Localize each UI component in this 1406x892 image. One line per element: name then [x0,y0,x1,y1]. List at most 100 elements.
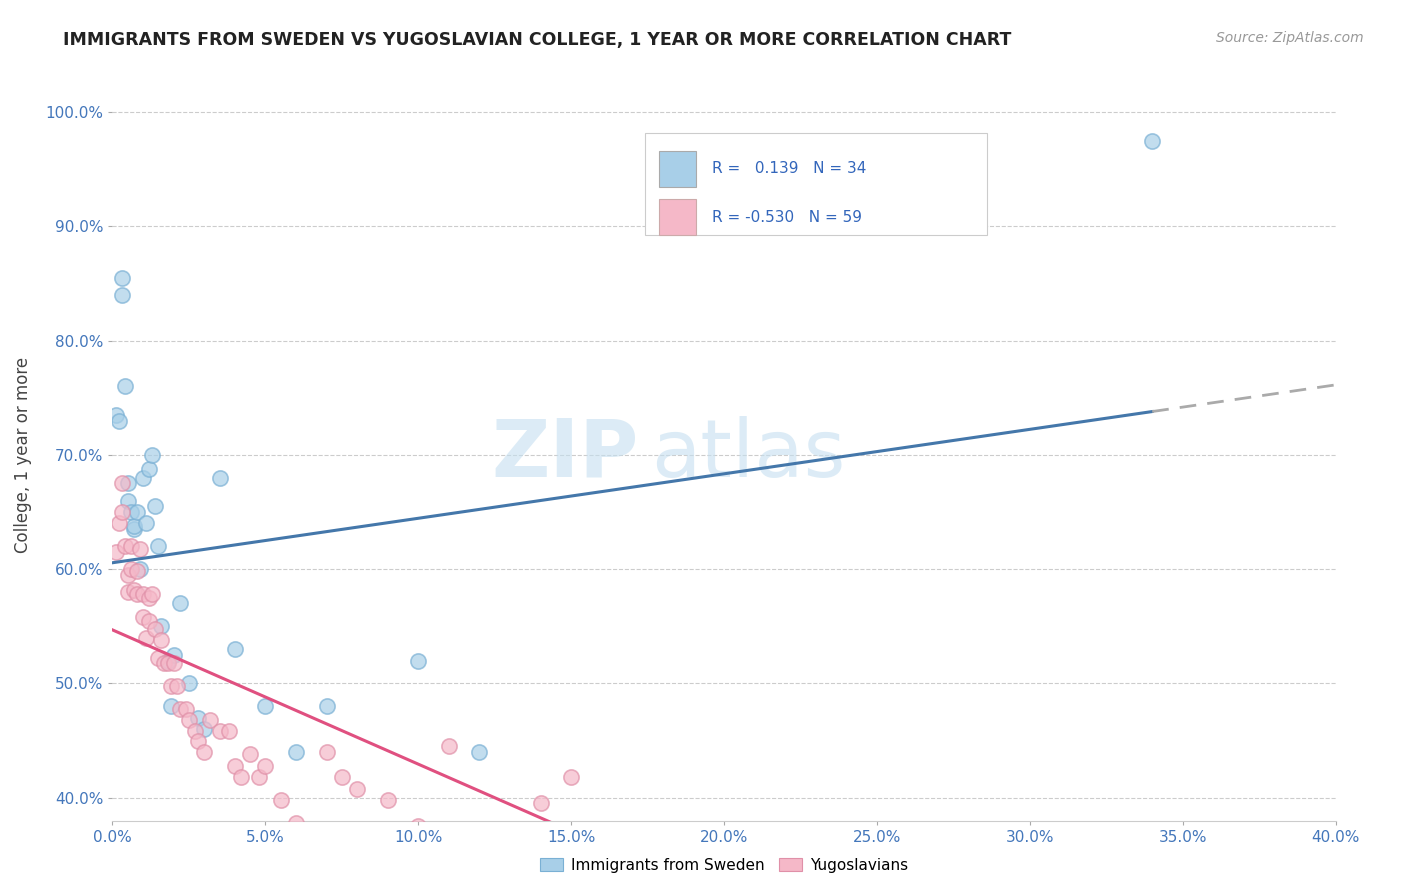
Point [132,471,155,485]
Text: Source: ZipAtlas.com: Source: ZipAtlas.com [1216,31,1364,45]
Point [104,545,127,559]
Point [468,838,491,853]
Bar [659,199,696,235]
Point [120,505,142,519]
Point [187,711,209,725]
Point [254,699,277,714]
Point [315,699,337,714]
Point [129,541,152,556]
Point [163,648,186,662]
Point [141,587,163,601]
Point [150,633,173,648]
Point [224,758,246,772]
Point [114,539,136,553]
Point [143,622,166,636]
Point [408,819,430,833]
Point [153,656,176,670]
Point [129,562,152,576]
Point [111,505,134,519]
Bar [659,151,696,187]
Point [117,568,139,582]
Point [114,379,136,393]
Point [437,739,460,754]
Point [111,270,134,285]
Point [377,793,399,807]
Point [166,679,188,693]
Point [117,585,139,599]
Y-axis label: College, 1 year or more: College, 1 year or more [14,357,31,553]
Point [187,733,209,747]
Point [120,539,142,553]
Point [159,699,181,714]
Point [346,781,368,796]
Point [174,701,197,715]
Point [560,770,582,784]
Point [138,461,160,475]
Point [193,723,215,737]
Point [104,408,127,422]
Point [254,758,277,772]
Point [107,516,129,531]
Point [1142,134,1164,148]
Point [111,288,134,302]
Point [247,770,270,784]
Point [284,745,308,759]
Point [148,539,170,553]
Point [107,414,129,428]
Point [284,816,308,830]
Point [682,837,704,851]
Point [177,713,200,727]
Point [169,597,191,611]
Point [122,522,145,536]
Text: IMMIGRANTS FROM SWEDEN VS YUGOSLAVIAN COLLEGE, 1 YEAR OR MORE CORRELATION CHART: IMMIGRANTS FROM SWEDEN VS YUGOSLAVIAN CO… [63,31,1012,49]
Point [159,679,181,693]
Point [135,516,157,531]
Point [224,642,246,657]
Point [330,770,353,784]
Point [530,797,553,811]
Point [163,656,186,670]
Point [120,562,142,576]
Text: ZIP: ZIP [491,416,638,494]
Point [177,676,200,690]
Point [270,793,292,807]
Point [141,448,163,462]
Point [122,518,145,533]
Point [117,476,139,491]
Point [125,587,148,601]
Text: R =   0.139   N = 34: R = 0.139 N = 34 [711,161,866,177]
Point [408,654,430,668]
Point [122,582,145,597]
Text: atlas: atlas [651,416,845,494]
Point [208,724,231,739]
Point [468,745,491,759]
Point [135,631,157,645]
Point [125,505,148,519]
Point [218,724,240,739]
Point [208,471,231,485]
Point [299,827,322,841]
Point [621,884,644,892]
Point [132,610,155,624]
Point [111,476,134,491]
Point [156,654,179,668]
Point [229,770,252,784]
Bar [644,133,987,235]
Point [200,713,222,727]
Point [143,500,166,514]
Point [138,614,160,628]
Point [125,565,148,579]
Point [138,591,160,605]
Point [193,745,215,759]
Legend: Immigrants from Sweden, Yugoslavians: Immigrants from Sweden, Yugoslavians [534,852,914,879]
Point [239,747,262,762]
Point [132,587,155,601]
Point [150,619,173,633]
Text: R = -0.530   N = 59: R = -0.530 N = 59 [711,210,862,225]
Point [117,493,139,508]
Point [156,656,179,670]
Point [148,651,170,665]
Point [315,745,337,759]
Point [184,724,207,739]
Point [169,701,191,715]
